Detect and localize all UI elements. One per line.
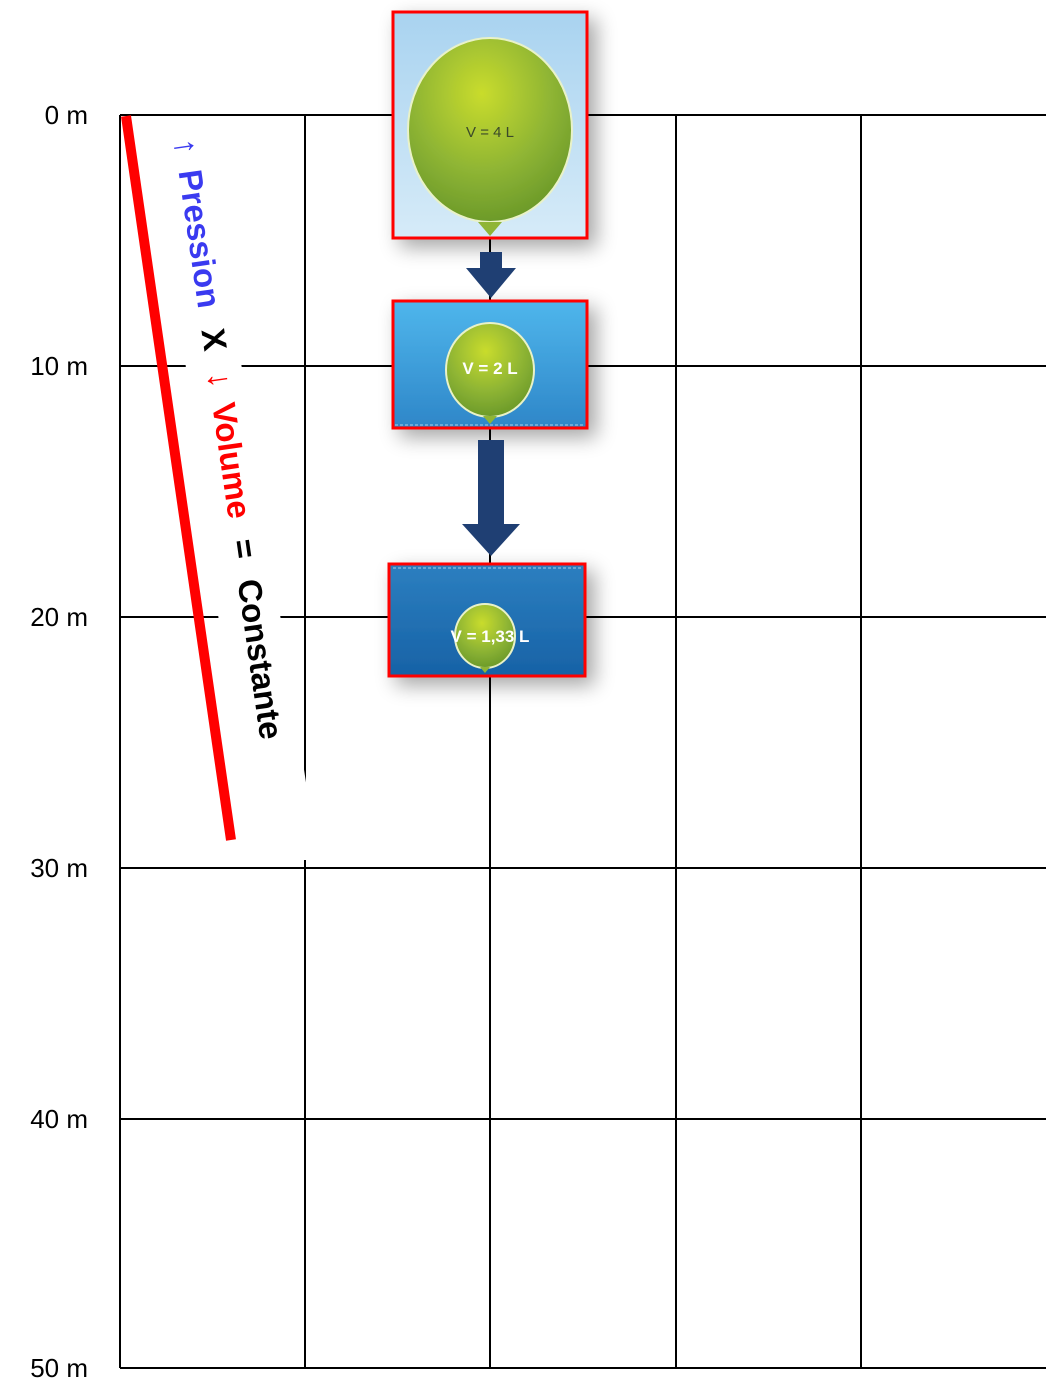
volume-arrow: ↓	[201, 369, 240, 391]
depth-axis-labels: 0 m 10 m 20 m 30 m 40 m 50 m	[30, 100, 88, 1383]
depth-label-10: 10 m	[30, 351, 88, 381]
depth-label-40: 40 m	[30, 1104, 88, 1134]
depth-label-30: 30 m	[30, 853, 88, 883]
balloon-frame-surface: V = 4 L	[391, 10, 589, 240]
balloon-volume-label-3: V = 1,33 L	[451, 627, 530, 646]
down-arrow-1	[466, 252, 516, 298]
equals-sign: =	[225, 537, 264, 561]
depth-label-20: 20 m	[30, 602, 88, 632]
balloon-volume-label-1: V = 4 L	[466, 124, 514, 141]
formula-background	[155, 130, 318, 860]
depth-label-50: 50 m	[30, 1353, 88, 1383]
depth-label-0: 0 m	[45, 100, 88, 130]
balloon-volume-label-2: V = 2 L	[462, 359, 517, 378]
pressure-arrow: ↑	[167, 136, 206, 158]
balloon-frame-10m: V = 2 L	[391, 299, 589, 430]
down-arrow-2	[462, 440, 520, 556]
red-diagonal-line	[121, 115, 236, 841]
balloon-frame-20m: V = 1,33 L	[387, 562, 587, 678]
times-sign: X	[194, 326, 234, 353]
